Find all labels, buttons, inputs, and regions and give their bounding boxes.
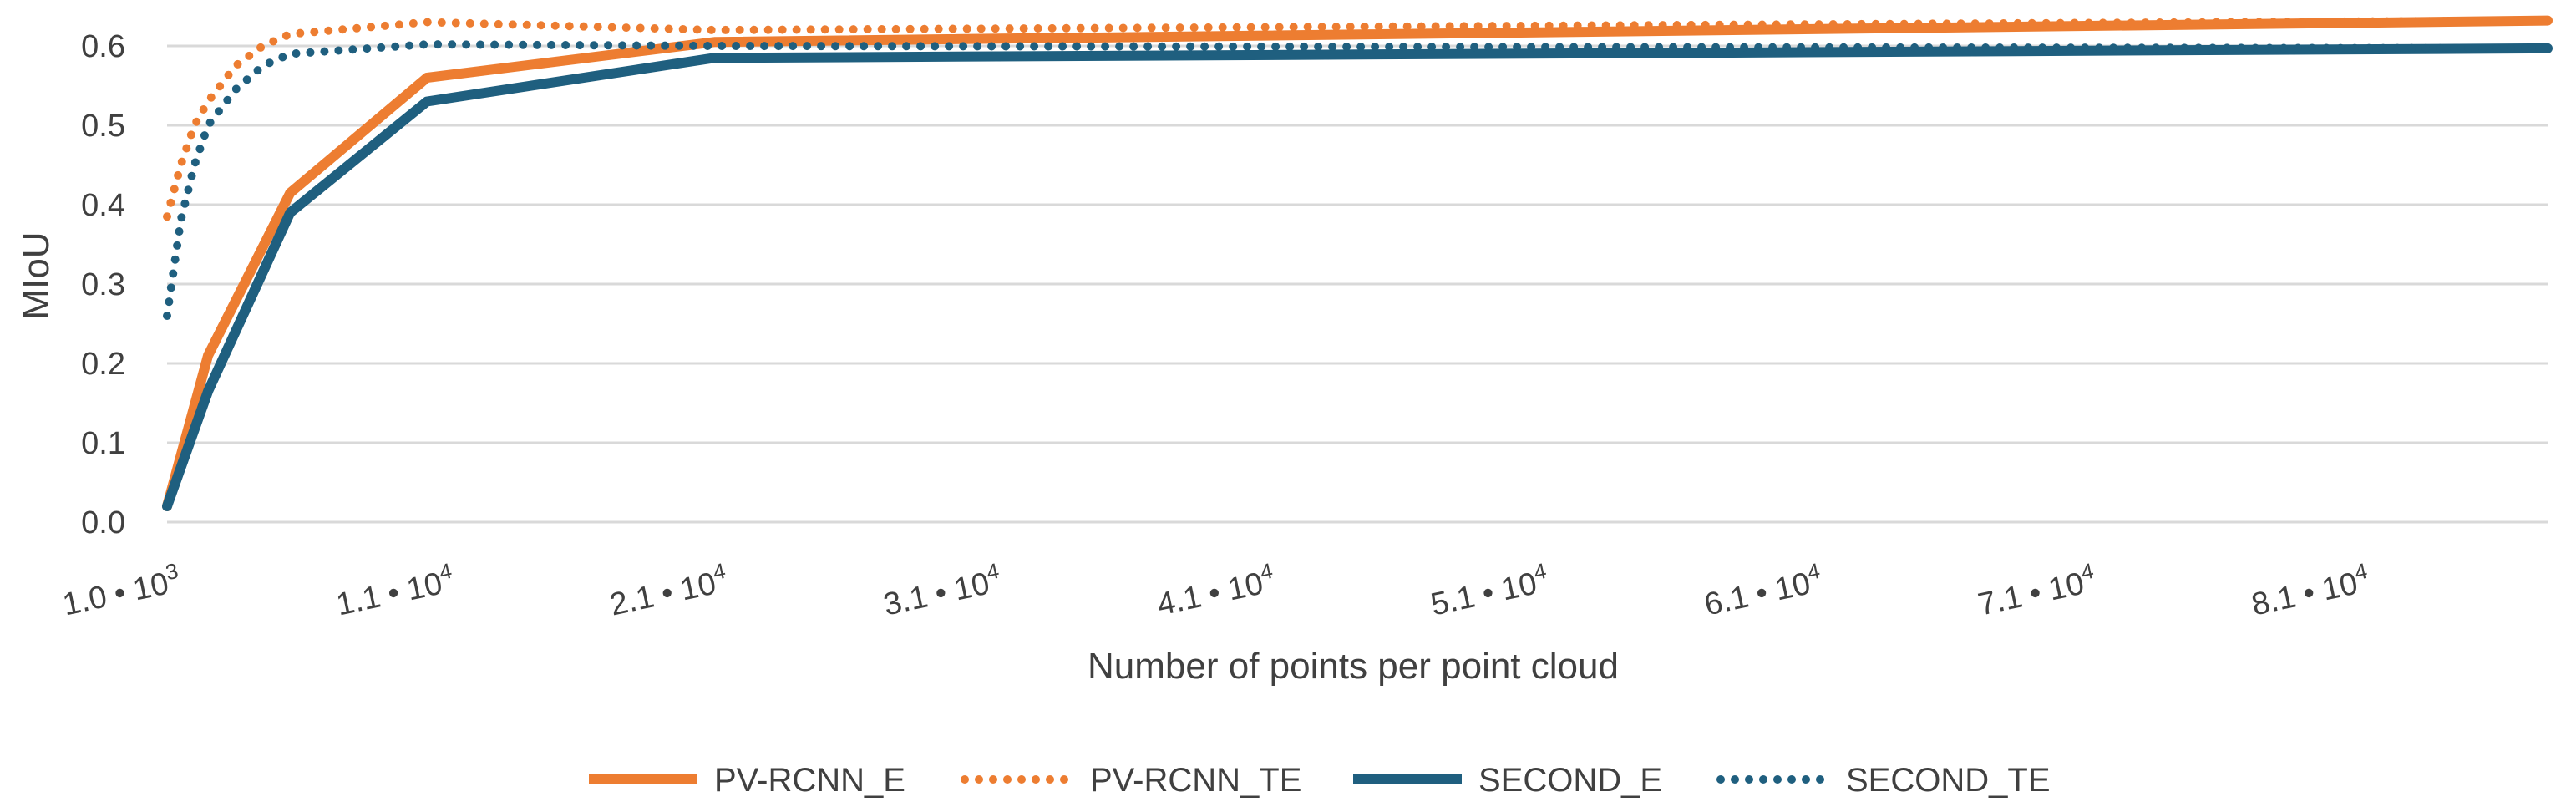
legend-label: SECOND_TE: [1846, 762, 2051, 799]
y-axis-tick-labels: 0.0 0.1 0.2 0.3 0.4 0.5 0.6: [81, 29, 125, 540]
x-tick-multiply-dot: •: [2300, 576, 2319, 612]
x-tick-multiply-dot: •: [658, 576, 677, 612]
x-tick-label: 2.1•104: [606, 558, 731, 623]
gridlines: [167, 44, 2548, 524]
x-tick-mantissa: 5.1: [1427, 579, 1478, 622]
x-tick-exponent: 3: [164, 558, 180, 585]
series-lines: [162, 15, 2553, 511]
x-axis-title: Number of points per point cloud: [1088, 646, 1619, 687]
x-tick-mantissa: 2.1: [607, 579, 657, 622]
y-tick-label: 0.5: [81, 109, 125, 144]
x-tick-multiply-dot: •: [111, 576, 129, 612]
series-line-second-te: [163, 40, 2552, 320]
x-tick-base: 10: [1498, 566, 1540, 608]
x-tick-multiply-dot: •: [932, 576, 951, 612]
x-tick-exponent: 4: [2352, 558, 2369, 585]
x-tick-mantissa: 8.1: [2249, 579, 2299, 622]
x-tick-exponent: 4: [1258, 558, 1275, 585]
y-tick-label: 0.2: [81, 347, 125, 382]
x-tick-base: 10: [403, 566, 445, 608]
legend: PV-RCNN_E PV-RCNN_TE SECOND_E SECOND_TE: [589, 762, 2051, 799]
x-tick-exponent: 4: [2079, 558, 2096, 585]
y-tick-label: 0.3: [81, 267, 125, 302]
x-tick-mantissa: 1.1: [333, 579, 383, 622]
x-tick-base: 10: [951, 566, 992, 608]
x-tick-mantissa: 4.1: [1154, 579, 1204, 622]
x-tick-exponent: 4: [1805, 558, 1822, 585]
x-tick-exponent: 4: [1531, 558, 1548, 585]
x-tick-exponent: 4: [711, 558, 728, 585]
x-tick-label: 7.1•104: [1974, 558, 2099, 623]
x-tick-mantissa: 6.1: [1701, 579, 1752, 622]
y-axis-title: MIoU: [16, 231, 57, 319]
x-tick-base: 10: [2319, 566, 2360, 608]
x-tick-multiply-dot: •: [1205, 576, 1224, 612]
x-tick-base: 10: [1225, 566, 1266, 608]
x-tick-base: 10: [677, 566, 719, 608]
series-line-pv-rcnn-e: [162, 15, 2553, 511]
x-tick-label: 5.1•104: [1427, 558, 1552, 623]
x-tick-multiply-dot: •: [384, 576, 403, 612]
series-line-pv-rcnn-te: [163, 16, 2552, 221]
y-tick-label: 0.4: [81, 188, 125, 223]
x-tick-base: 10: [1772, 566, 1813, 608]
x-tick-label: 3.1•104: [880, 558, 1005, 623]
x-tick-label: 8.1•104: [2248, 558, 2373, 623]
y-tick-label: 0.0: [81, 505, 125, 540]
x-tick-multiply-dot: •: [1752, 576, 1771, 612]
x-tick-mantissa: 7.1: [1975, 579, 2025, 622]
x-tick-exponent: 4: [437, 558, 454, 585]
x-tick-label: 1.1•104: [332, 558, 458, 623]
x-tick-multiply-dot: •: [2026, 576, 2045, 612]
legend-label: PV-RCNN_TE: [1090, 762, 1301, 799]
x-tick-label: 4.1•104: [1153, 558, 1278, 623]
legend-label: SECOND_E: [1478, 762, 1662, 799]
y-tick-label: 0.1: [81, 426, 125, 461]
series-line-second-e: [162, 43, 2553, 511]
x-tick-multiply-dot: •: [1479, 576, 1498, 612]
x-tick-base: 10: [130, 566, 172, 608]
x-tick-label: 1.0•103: [58, 558, 184, 623]
x-tick-label: 6.1•104: [1700, 558, 1825, 623]
legend-label: PV-RCNN_E: [714, 762, 905, 799]
x-tick-mantissa: 1.0: [59, 579, 109, 622]
y-tick-label: 0.6: [81, 29, 125, 64]
x-axis-tick-labels: 1.0•1031.1•1042.1•1043.1•1044.1•1045.1•1…: [58, 558, 2373, 623]
x-tick-base: 10: [2046, 566, 2087, 608]
x-tick-mantissa: 3.1: [880, 579, 931, 622]
x-tick-exponent: 4: [984, 558, 1001, 585]
